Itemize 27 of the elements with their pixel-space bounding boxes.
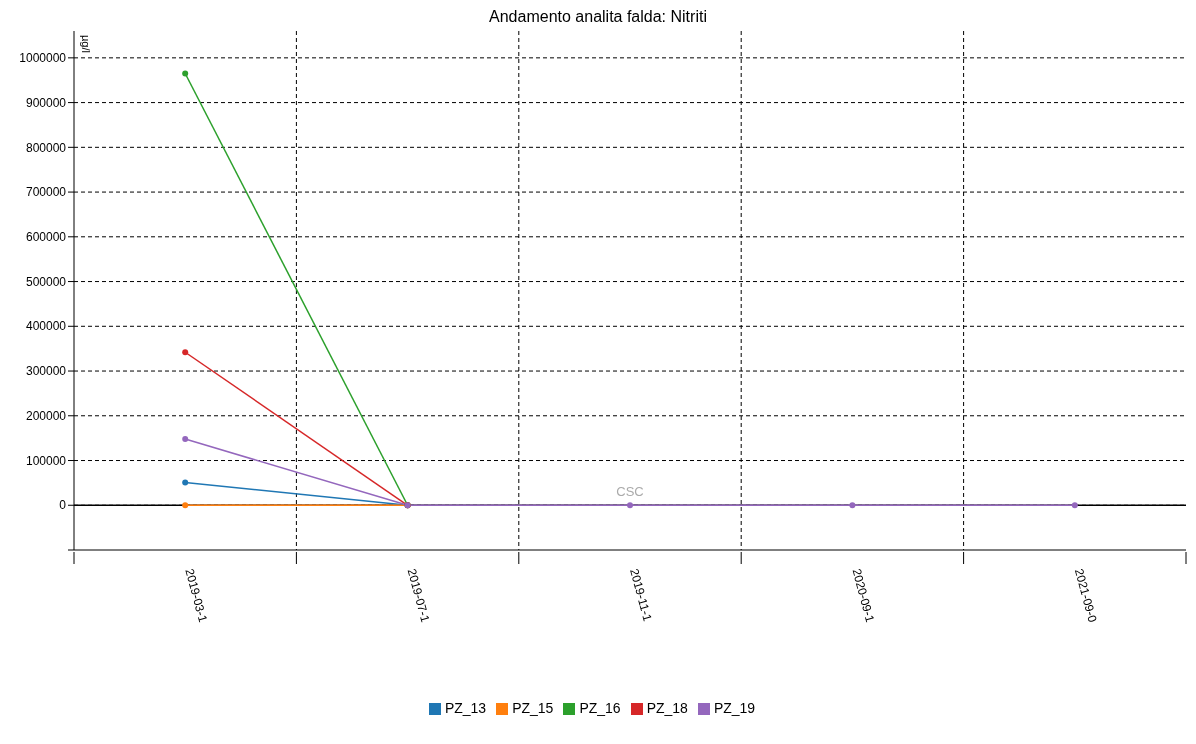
point xyxy=(849,502,856,509)
y-tick-label: 200000 xyxy=(25,408,67,423)
point xyxy=(182,479,189,486)
point xyxy=(182,349,189,356)
y-tick-label: 800000 xyxy=(25,140,67,155)
y-tick-label: 600000 xyxy=(25,230,67,245)
y-tick-label: 1000000 xyxy=(19,51,67,66)
ref-line-label: CSC xyxy=(616,484,644,500)
point xyxy=(182,436,189,443)
y-tick-label: 400000 xyxy=(25,319,67,334)
chart-title: Andamento analita falda: Nitriti xyxy=(488,8,708,26)
legend-label: PZ_13 xyxy=(444,700,487,716)
y-tick-label: 700000 xyxy=(25,185,67,200)
legend-label: PZ_15 xyxy=(512,700,554,716)
y-tick-label: 500000 xyxy=(25,274,67,289)
y-tick-label: 900000 xyxy=(25,95,67,110)
point xyxy=(1071,502,1078,509)
y-axis-title: µg/l xyxy=(80,35,92,53)
legend-label: PZ_16 xyxy=(579,700,621,716)
y-tick-label: 300000 xyxy=(25,364,67,379)
point xyxy=(182,70,189,77)
legend-label: PZ_19 xyxy=(713,700,756,716)
y-tick-label: 100000 xyxy=(25,453,67,468)
point xyxy=(182,502,189,509)
legend-label: PZ_18 xyxy=(646,700,688,716)
point xyxy=(627,502,633,509)
y-tick-label: 0 xyxy=(59,498,67,513)
